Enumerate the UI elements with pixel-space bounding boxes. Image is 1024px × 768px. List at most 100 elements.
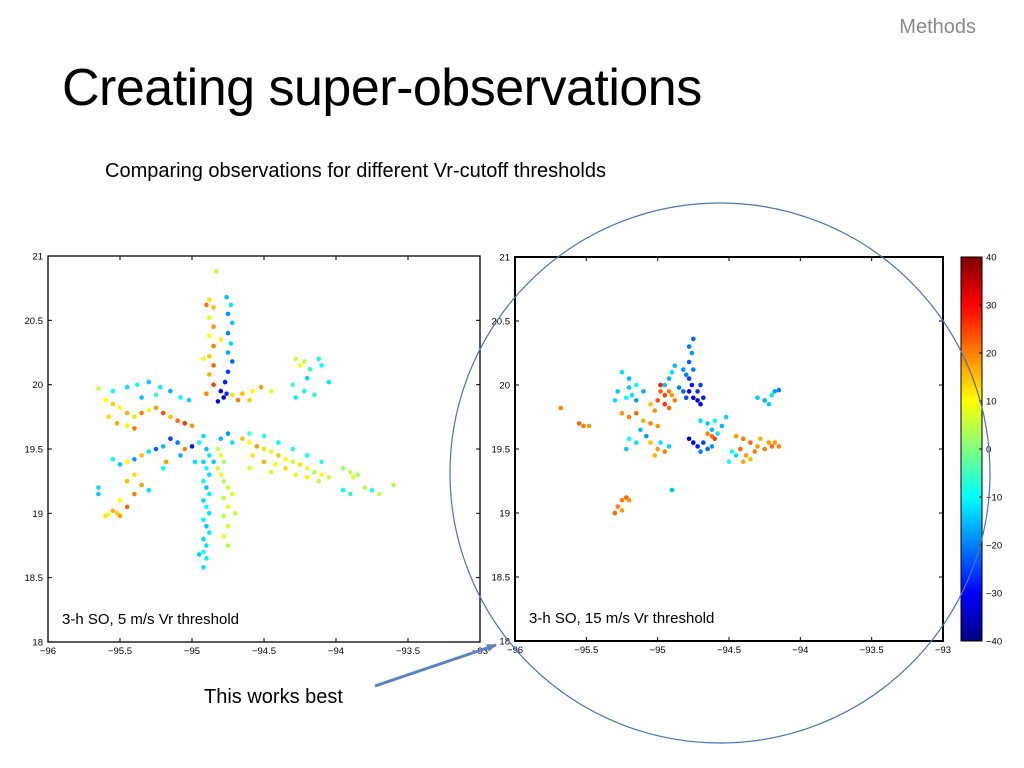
left-data-point xyxy=(182,421,188,426)
left-data-point xyxy=(307,366,313,372)
left-data-point xyxy=(319,472,324,478)
right-data-point xyxy=(695,389,700,394)
left-x-tick-label: −93.5 xyxy=(396,646,420,657)
right-data-point xyxy=(581,423,586,429)
highlight-circle xyxy=(449,202,991,744)
left-data-point xyxy=(117,405,123,411)
left-data-point xyxy=(376,491,382,497)
left-data-point xyxy=(348,491,353,497)
left-data-point xyxy=(178,453,183,458)
right-data-point xyxy=(626,385,632,390)
right-data-point xyxy=(726,459,732,465)
left-data-point xyxy=(225,369,231,375)
left-data-point xyxy=(204,543,209,548)
right-data-point xyxy=(698,401,703,407)
left-data-point xyxy=(117,498,123,503)
right-data-point xyxy=(576,421,582,426)
right-data-point xyxy=(634,440,639,445)
annotation-note: This works best xyxy=(204,686,343,708)
left-data-point xyxy=(225,504,231,510)
left-data-point xyxy=(139,410,144,416)
left-data-point xyxy=(96,485,101,490)
left-data-point xyxy=(250,388,255,394)
left-data-point xyxy=(204,523,209,529)
right-data-point xyxy=(558,405,563,411)
left-data-point xyxy=(163,459,169,465)
left-data-point xyxy=(158,384,163,390)
right-data-point xyxy=(689,350,695,356)
left-data-point xyxy=(218,472,224,478)
left-data-point xyxy=(232,511,238,516)
left-data-point xyxy=(207,453,212,458)
right-data-point xyxy=(629,392,635,398)
left-data-point xyxy=(175,418,180,424)
right-data-point xyxy=(772,389,777,394)
left-data-point xyxy=(369,487,375,493)
right-data-point xyxy=(634,398,639,403)
left-data-point xyxy=(168,388,173,394)
left-y-tick-label: 19.5 xyxy=(25,445,44,456)
left-data-point xyxy=(293,356,299,362)
right-data-point xyxy=(619,410,625,416)
left-data-point xyxy=(201,498,206,503)
left-data-point xyxy=(230,491,235,497)
right-data-point xyxy=(705,431,710,436)
left-data-point xyxy=(207,472,212,478)
left-data-point xyxy=(124,478,130,484)
right-data-point xyxy=(741,436,746,442)
left-data-point xyxy=(293,395,299,400)
right-data-point xyxy=(652,453,658,458)
right-data-point xyxy=(666,376,672,381)
scatter-plot-15ms: −96 −95.5 −95 −94.5 −94 −93.5 −93 18 18.5 19 19.5 2… xyxy=(492,253,952,657)
left-data-point xyxy=(114,421,120,426)
right-data-point xyxy=(758,436,763,442)
left-data-point xyxy=(273,462,278,467)
left-data-point xyxy=(225,523,231,529)
left-data-point xyxy=(153,405,159,411)
right-data-point xyxy=(626,497,632,503)
left-data-point xyxy=(225,543,231,548)
right-data-point xyxy=(655,398,660,403)
left-data-point xyxy=(124,459,130,465)
right-data-point xyxy=(766,401,772,407)
left-data-point xyxy=(207,333,212,339)
left-data-point xyxy=(283,457,288,462)
left-data-point xyxy=(146,408,152,413)
left-data-point xyxy=(124,384,130,390)
right-data-point xyxy=(658,382,663,388)
right-data-point xyxy=(666,405,672,411)
left-data-point xyxy=(96,491,101,497)
left-data-point xyxy=(319,363,324,368)
right-x-tick-label: −95 xyxy=(650,645,666,656)
right-data-point xyxy=(669,487,675,493)
left-x-tick-label: −95.5 xyxy=(108,646,132,657)
right-data-point xyxy=(648,401,653,407)
right-data-point xyxy=(612,398,618,403)
left-data-point xyxy=(297,363,303,368)
right-data-point xyxy=(715,431,720,436)
left-data-point xyxy=(290,459,296,465)
right-y-tick-label: 19.5 xyxy=(492,445,511,456)
left-data-point xyxy=(261,459,267,465)
left-y-tick-label: 18 xyxy=(32,638,43,649)
right-data-point xyxy=(626,436,632,442)
left-data-point xyxy=(211,343,216,349)
left-data-point xyxy=(211,459,216,465)
right-y-tick-label: 19 xyxy=(499,509,510,520)
colorbar-tick-label: 20 xyxy=(986,349,997,360)
right-data-point xyxy=(681,389,686,394)
left-data-point xyxy=(146,379,152,385)
right-data-point xyxy=(705,421,710,426)
right-data-point xyxy=(612,510,618,516)
left-data-point xyxy=(110,457,116,462)
right-data-point xyxy=(723,414,729,420)
right-data-point xyxy=(709,444,715,449)
slide-title: Creating super-observations xyxy=(62,59,702,117)
right-data-point xyxy=(743,453,749,458)
right-data-point xyxy=(698,418,703,424)
left-data-point xyxy=(160,410,166,416)
left-data-point xyxy=(218,436,224,442)
left-data-point xyxy=(201,433,206,439)
left-data-point xyxy=(182,446,188,452)
left-data-point xyxy=(225,311,231,317)
